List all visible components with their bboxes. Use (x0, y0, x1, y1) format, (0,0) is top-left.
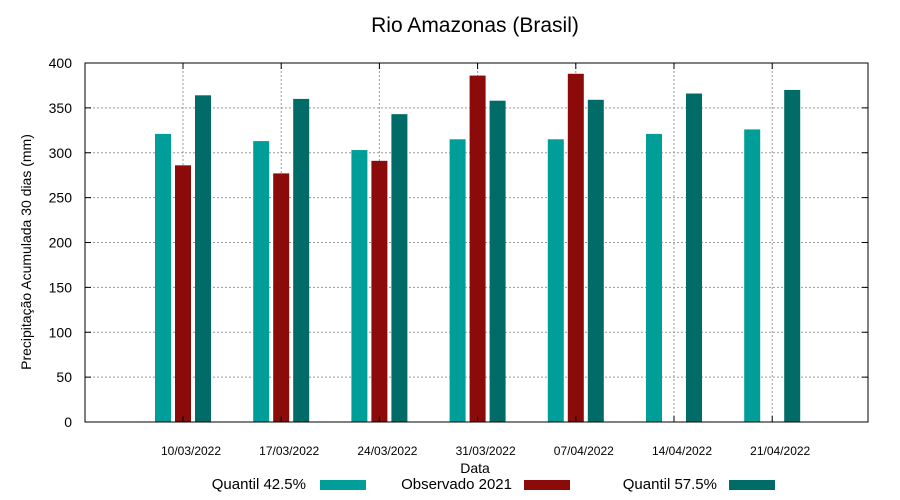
x-tick-label: 24/03/2022 (357, 444, 417, 458)
bar-2 (469, 75, 486, 422)
y-axis-label: Precipitação Acumulada 30 dias (mm) (18, 134, 34, 370)
y-tick-label: 250 (49, 190, 73, 206)
y-tick-label: 300 (49, 145, 73, 161)
y-tick-label: 400 (49, 55, 73, 71)
legend-swatch-1 (320, 480, 366, 490)
legend-label-1: Quantil 42.5% (212, 476, 306, 493)
x-axis-label: Data (460, 460, 490, 476)
bar-1 (351, 150, 368, 422)
bar-3 (686, 93, 702, 422)
legend-label-2: Observado 2021 (401, 476, 512, 493)
y-axis-ticks: 0 50 100 150 200 250 300 350 400 (49, 55, 868, 430)
y-tick-label: 150 (49, 279, 73, 295)
chart-title: Rio Amazonas (Brasil) (371, 14, 579, 37)
bar-1 (155, 133, 171, 422)
bar-1 (449, 139, 466, 422)
x-axis-ticks: 10/03/2022 17/03/2022 24/03/2022 31/03/2022… (161, 63, 811, 458)
bar-3 (391, 114, 408, 422)
y-tick-label: 100 (49, 324, 73, 340)
bar-2 (175, 165, 191, 422)
y-tick-label: 0 (64, 414, 72, 430)
bar-1 (547, 139, 564, 422)
x-tick-label: 31/03/2022 (456, 444, 516, 458)
grid-lines (85, 63, 868, 422)
legend-swatch-2 (524, 480, 570, 490)
bar-3 (489, 100, 506, 422)
x-tick-label: 10/03/2022 (161, 444, 221, 458)
bars (155, 73, 801, 423)
plot-frame (84, 62, 869, 423)
x-tick-label: 07/04/2022 (554, 444, 614, 458)
y-tick-label: 350 (49, 100, 73, 116)
legend-swatch-3 (729, 480, 775, 490)
bar-2 (273, 173, 290, 422)
bar-3 (587, 99, 604, 423)
legend-label-3: Quantil 57.5% (623, 476, 717, 493)
bar-2 (371, 160, 388, 422)
x-tick-label: 14/04/2022 (652, 444, 712, 458)
bar-1 (744, 129, 761, 423)
x-tick-label: 21/04/2022 (750, 444, 810, 458)
y-tick-label: 50 (56, 369, 72, 385)
legend: Quantil 42.5% Observado 2021 Quantil 57.5% (212, 476, 775, 493)
bar-1 (253, 141, 270, 422)
x-tick-label: 17/03/2022 (259, 444, 319, 458)
bar-1 (646, 133, 662, 422)
y-tick-label: 200 (49, 235, 73, 251)
bar-2 (567, 73, 584, 423)
bar-3 (784, 89, 801, 423)
bar-3 (293, 98, 310, 423)
bar-3 (195, 95, 211, 422)
